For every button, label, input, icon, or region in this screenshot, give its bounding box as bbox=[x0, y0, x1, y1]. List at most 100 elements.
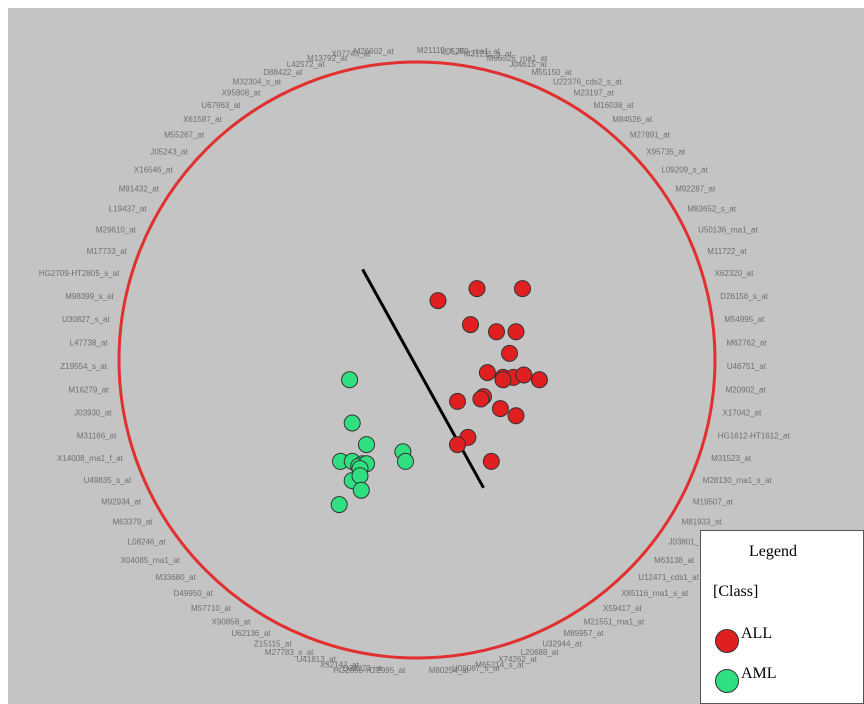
perimeter-label: X61587_at bbox=[183, 115, 222, 124]
data-point-all bbox=[462, 316, 479, 334]
perimeter-label: Z15115_at bbox=[254, 640, 292, 649]
perimeter-label: M80254_at bbox=[429, 666, 470, 675]
perimeter-label: D49950_at bbox=[174, 589, 214, 598]
perimeter-label: M98399_s_at bbox=[65, 292, 114, 301]
perimeter-label: U50136_rna1_at bbox=[698, 225, 758, 234]
perimeter-label: HG2709-HT2805_s_at bbox=[39, 269, 120, 278]
data-point-all bbox=[514, 280, 531, 298]
perimeter-label: M55267_at bbox=[164, 131, 205, 140]
perimeter-label: M57710_at bbox=[191, 604, 232, 613]
perimeter-label: M63138_at bbox=[654, 556, 695, 565]
legend-swatch-aml bbox=[715, 669, 739, 693]
perimeter-label: D88422_at bbox=[263, 68, 303, 77]
data-point-all bbox=[507, 323, 525, 341]
perimeter-label: U32944_at bbox=[542, 640, 582, 649]
perimeter-label: L20688_at bbox=[521, 648, 560, 657]
perimeter-label: X95808_at bbox=[222, 89, 261, 98]
perimeter-label: M91432_at bbox=[119, 184, 160, 193]
perimeter-label: M81933_at bbox=[682, 518, 723, 527]
perimeter-label: M17733_at bbox=[87, 247, 128, 256]
data-point-aml bbox=[330, 496, 348, 514]
perimeter-label: M31211_s_at bbox=[464, 50, 513, 59]
perimeter-label: X17042_at bbox=[723, 409, 762, 418]
data-points bbox=[330, 280, 548, 514]
perimeter-label: M83652_s_at bbox=[687, 204, 736, 213]
legend-swatch-all bbox=[715, 629, 739, 653]
legend-label-all: ALL bbox=[741, 625, 773, 642]
perimeter-label: M29610_at bbox=[96, 225, 137, 234]
perimeter-label: M27891_at bbox=[630, 131, 671, 140]
perimeter-label: J03801_f_at bbox=[669, 537, 714, 546]
perimeter-label: X62320_at bbox=[715, 269, 754, 278]
data-point-all bbox=[507, 407, 525, 425]
perimeter-label: M84526_at bbox=[612, 115, 653, 124]
perimeter-label: M13792_at bbox=[307, 54, 348, 63]
perimeter-label: U30827_s_at bbox=[62, 315, 110, 324]
perimeter-label: X14008_rna1_f_at bbox=[57, 454, 124, 463]
data-point-aml bbox=[397, 452, 414, 470]
perimeter-label: M62762_at bbox=[727, 338, 768, 347]
data-point-all bbox=[515, 366, 533, 384]
perimeter-label: M31523_at bbox=[711, 454, 752, 463]
perimeter-label: J03930_at bbox=[74, 409, 112, 418]
perimeter-label: M32304_s_at bbox=[233, 77, 282, 86]
data-point-all bbox=[449, 392, 466, 410]
perimeter-label: J05243_at bbox=[150, 147, 188, 156]
perimeter-label: M28130_rna1_s_at bbox=[703, 476, 773, 485]
perimeter-label: M19507_at bbox=[693, 497, 734, 506]
data-point-all bbox=[478, 364, 496, 382]
perimeter-label: U67963_at bbox=[201, 101, 241, 110]
perimeter-label: X07743_at bbox=[331, 50, 370, 59]
perimeter-labels: M21119_s_atU05259_rna1_atM31211_s_atM963… bbox=[39, 46, 791, 675]
data-point-aml bbox=[351, 467, 369, 485]
data-point-all bbox=[491, 400, 509, 418]
perimeter-label: X04085_rna1_at bbox=[121, 556, 181, 565]
perimeter-label: M92287_at bbox=[675, 184, 716, 193]
data-point-aml bbox=[352, 481, 370, 499]
perimeter-label: L42572_at bbox=[287, 60, 326, 69]
perimeter-label: M23197_at bbox=[574, 89, 615, 98]
perimeter-label: U62136_at bbox=[231, 629, 271, 638]
perimeter-label: M63379_at bbox=[112, 518, 153, 527]
perimeter-label: L08246_at bbox=[128, 537, 167, 546]
data-point-all bbox=[530, 371, 548, 389]
perimeter-label: M96326_rna1_at bbox=[487, 54, 548, 63]
perimeter-label: D38073_at bbox=[343, 664, 383, 673]
data-point-all bbox=[449, 436, 466, 454]
data-point-aml bbox=[343, 414, 361, 432]
perimeter-label: M16038_at bbox=[594, 101, 635, 110]
perimeter-label: M92934_at bbox=[101, 497, 142, 506]
perimeter-label: U05259_rna1_at bbox=[440, 47, 500, 56]
perimeter-label: X74262_at bbox=[498, 655, 537, 664]
perimeter-label: M55150_at bbox=[532, 68, 573, 77]
perimeter-label: X52142_at bbox=[320, 661, 359, 670]
perimeter-label: U49835_s_at bbox=[84, 476, 132, 485]
perimeter-label: M89957_at bbox=[564, 629, 605, 638]
data-point-all bbox=[488, 323, 505, 341]
perimeter-label: M21551_rna1_at bbox=[584, 617, 645, 626]
data-point-all bbox=[468, 280, 486, 298]
perimeter-label: L47738_at bbox=[70, 338, 109, 347]
perimeter-label: U46751_at bbox=[727, 362, 767, 371]
perimeter-label: M16279_at bbox=[68, 385, 109, 394]
radviz-circle bbox=[117, 60, 717, 660]
perimeter-label: X90858_at bbox=[212, 617, 251, 626]
perimeter-label: M65214_s_at bbox=[475, 661, 524, 670]
perimeter-label: U09087_s_at bbox=[452, 664, 500, 673]
data-point-all bbox=[494, 371, 512, 389]
perimeter-label: M33680_at bbox=[156, 573, 197, 582]
perimeter-label: J04615_at bbox=[509, 60, 547, 69]
perimeter-label: HG1612-HT1612_at bbox=[718, 432, 791, 441]
perimeter-label: M31166_at bbox=[77, 432, 117, 441]
perimeter-label: U12471_cds1_at bbox=[638, 573, 699, 582]
perimeter-label: L19437_at bbox=[109, 204, 148, 213]
perimeter-label: U22376_cds2_s_at bbox=[553, 77, 623, 86]
perimeter-label: M20902_at bbox=[726, 385, 767, 394]
perimeter-label: X59417_at bbox=[603, 604, 642, 613]
perimeter-label: M11722_at bbox=[707, 247, 747, 256]
perimeter-label: M27783_s_at bbox=[265, 648, 314, 657]
perimeter-label: U41813_at bbox=[297, 655, 337, 664]
perimeter-label: M26602_at bbox=[354, 47, 395, 56]
perimeter-label: Z19554_s_at bbox=[60, 362, 107, 371]
